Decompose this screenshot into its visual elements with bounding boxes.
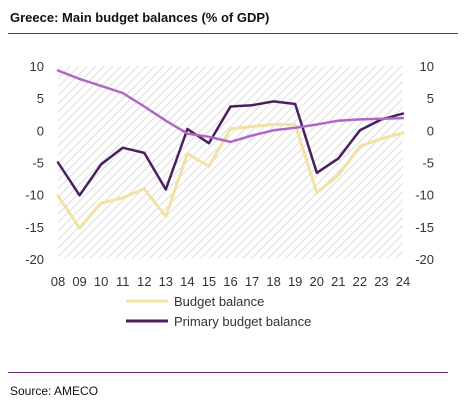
y-tick-right-1: 5: [427, 91, 434, 106]
y-tick-right-5: -15: [415, 220, 434, 235]
y-tick-left-1: 5: [37, 91, 44, 106]
x-tick-15: 15: [202, 274, 216, 289]
y-tick-left-2: 0: [37, 123, 44, 138]
y-tick-right-4: -10: [415, 188, 434, 203]
x-tick-20: 20: [310, 274, 324, 289]
y-tick-right-2: 0: [427, 123, 434, 138]
x-tick-24: 24: [396, 274, 410, 289]
legend-label-0: Budget balance: [174, 294, 264, 309]
legend-label-1: Primary budget balance: [174, 314, 311, 329]
legend: Budget balance Primary budget balance: [126, 294, 311, 329]
x-axis: 08 09 10 11 12 13 14 15 16 17 18 19 20 21 22 23 24: [51, 274, 410, 289]
series-lines: [56, 69, 405, 230]
x-tick-18: 18: [266, 274, 280, 289]
x-tick-08: 08: [51, 274, 65, 289]
y-axis-left: 10 5 0 -5 -10 -15 -20: [25, 59, 44, 267]
x-tick-11: 11: [116, 274, 130, 289]
title-divider: [8, 33, 458, 34]
budget-balance-line: [56, 123, 405, 230]
page-title: Greece: Main budget balances (% of GDP): [10, 10, 270, 25]
y-tick-right-6: -20: [415, 252, 434, 267]
y-tick-left-4: -10: [25, 188, 44, 203]
y-axis-right: 10 5 0 -5 -10 -15 -20: [415, 59, 434, 267]
x-tick-14: 14: [180, 274, 194, 289]
y-tick-right-3: -5: [422, 156, 434, 171]
x-tick-13: 13: [159, 274, 173, 289]
footer-divider: [8, 372, 448, 373]
x-tick-10: 10: [94, 274, 108, 289]
y-tick-right-0: 10: [420, 59, 434, 74]
y-tick-left-6: -20: [25, 252, 44, 267]
x-tick-12: 12: [137, 274, 151, 289]
x-tick-16: 16: [223, 274, 237, 289]
source-note: Source: AMECO: [10, 384, 99, 398]
x-tick-22: 22: [353, 274, 367, 289]
y-tick-left-0: 10: [30, 59, 44, 74]
x-tick-17: 17: [245, 274, 259, 289]
trend-line: [56, 69, 405, 144]
plot-area: [58, 66, 403, 259]
x-tick-21: 21: [331, 274, 345, 289]
x-tick-23: 23: [374, 274, 388, 289]
x-tick-19: 19: [288, 274, 302, 289]
y-tick-left-5: -15: [25, 220, 44, 235]
primary-budget-balance-line: [56, 100, 405, 197]
x-tick-09: 09: [72, 274, 86, 289]
y-tick-left-3: -5: [32, 156, 44, 171]
